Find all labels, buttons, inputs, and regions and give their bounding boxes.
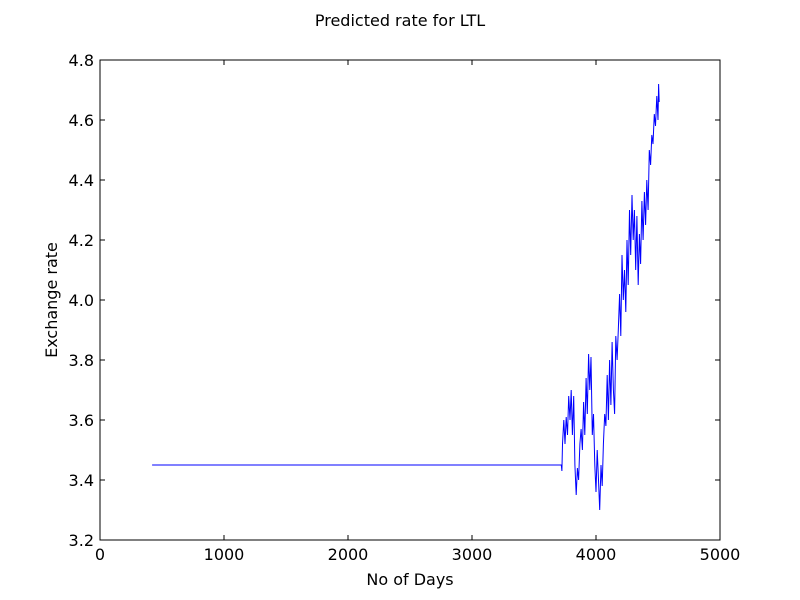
y-tick-label: 4.4	[69, 171, 94, 190]
y-axis-label: Exchange rate	[42, 242, 61, 358]
x-tick-label: 0	[95, 545, 105, 564]
y-tick-label: 3.8	[69, 351, 94, 370]
x-tick-label: 1000	[204, 545, 245, 564]
y-tick-label: 3.2	[69, 531, 94, 550]
y-tick-label: 4.8	[69, 51, 94, 70]
chart-title: Predicted rate for LTL	[315, 11, 485, 30]
y-tick-label: 3.6	[69, 411, 94, 430]
y-tick-label: 4.6	[69, 111, 94, 130]
x-tick-label: 4000	[576, 545, 617, 564]
x-axis-label: No of Days	[366, 570, 453, 589]
series-line	[152, 83, 660, 511]
x-tick-label: 2000	[328, 545, 369, 564]
x-tick-label: 5000	[700, 545, 741, 564]
plot-frame	[99, 59, 721, 541]
y-tick-label: 4.2	[69, 231, 94, 250]
x-tick-label: 3000	[452, 545, 493, 564]
plot-area	[152, 83, 660, 511]
x-axis: 0 1000 2000 3000 4000 5000	[95, 60, 740, 564]
y-axis: 3.2 3.4 3.6 3.8 4.0 4.2 4.4 4.6 4.8	[69, 51, 720, 550]
y-tick-label: 3.4	[69, 471, 94, 490]
y-tick-label: 4.0	[69, 291, 94, 310]
